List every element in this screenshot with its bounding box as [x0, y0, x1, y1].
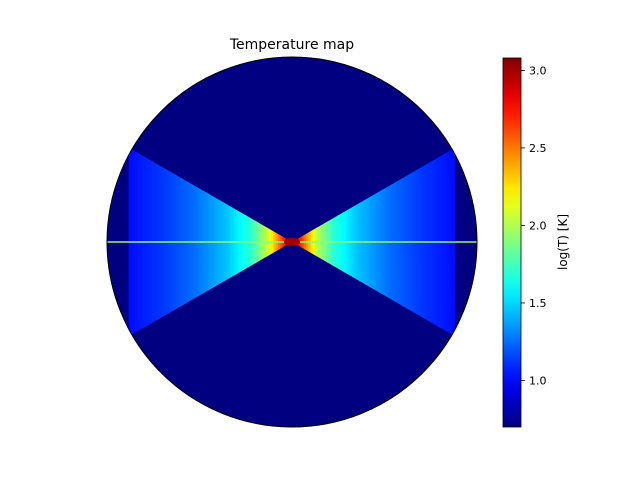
colorbar-tick-label: 2.5 — [529, 142, 547, 155]
colorbar: 1.0 1.5 2.0 2.5 3.0 log(T) [K] — [502, 57, 570, 428]
colorbar-ticks: 1.0 1.5 2.0 2.5 3.0 — [521, 64, 547, 387]
colorbar-label: log(T) [K] — [556, 214, 570, 270]
polar-boundary — [106, 56, 478, 428]
colorbar-tick-label: 1.5 — [529, 297, 547, 310]
hot-core — [284, 238, 300, 246]
colorbar-tick-label: 1.0 — [529, 374, 547, 387]
colorbar-tick-label: 2.0 — [529, 219, 547, 232]
temperature-field — [107, 147, 477, 337]
colorbar-scale — [502, 57, 522, 428]
colorbar-tick-label: 3.0 — [529, 64, 547, 77]
polar-plot — [106, 56, 478, 428]
chart-title: Temperature map — [229, 37, 354, 53]
